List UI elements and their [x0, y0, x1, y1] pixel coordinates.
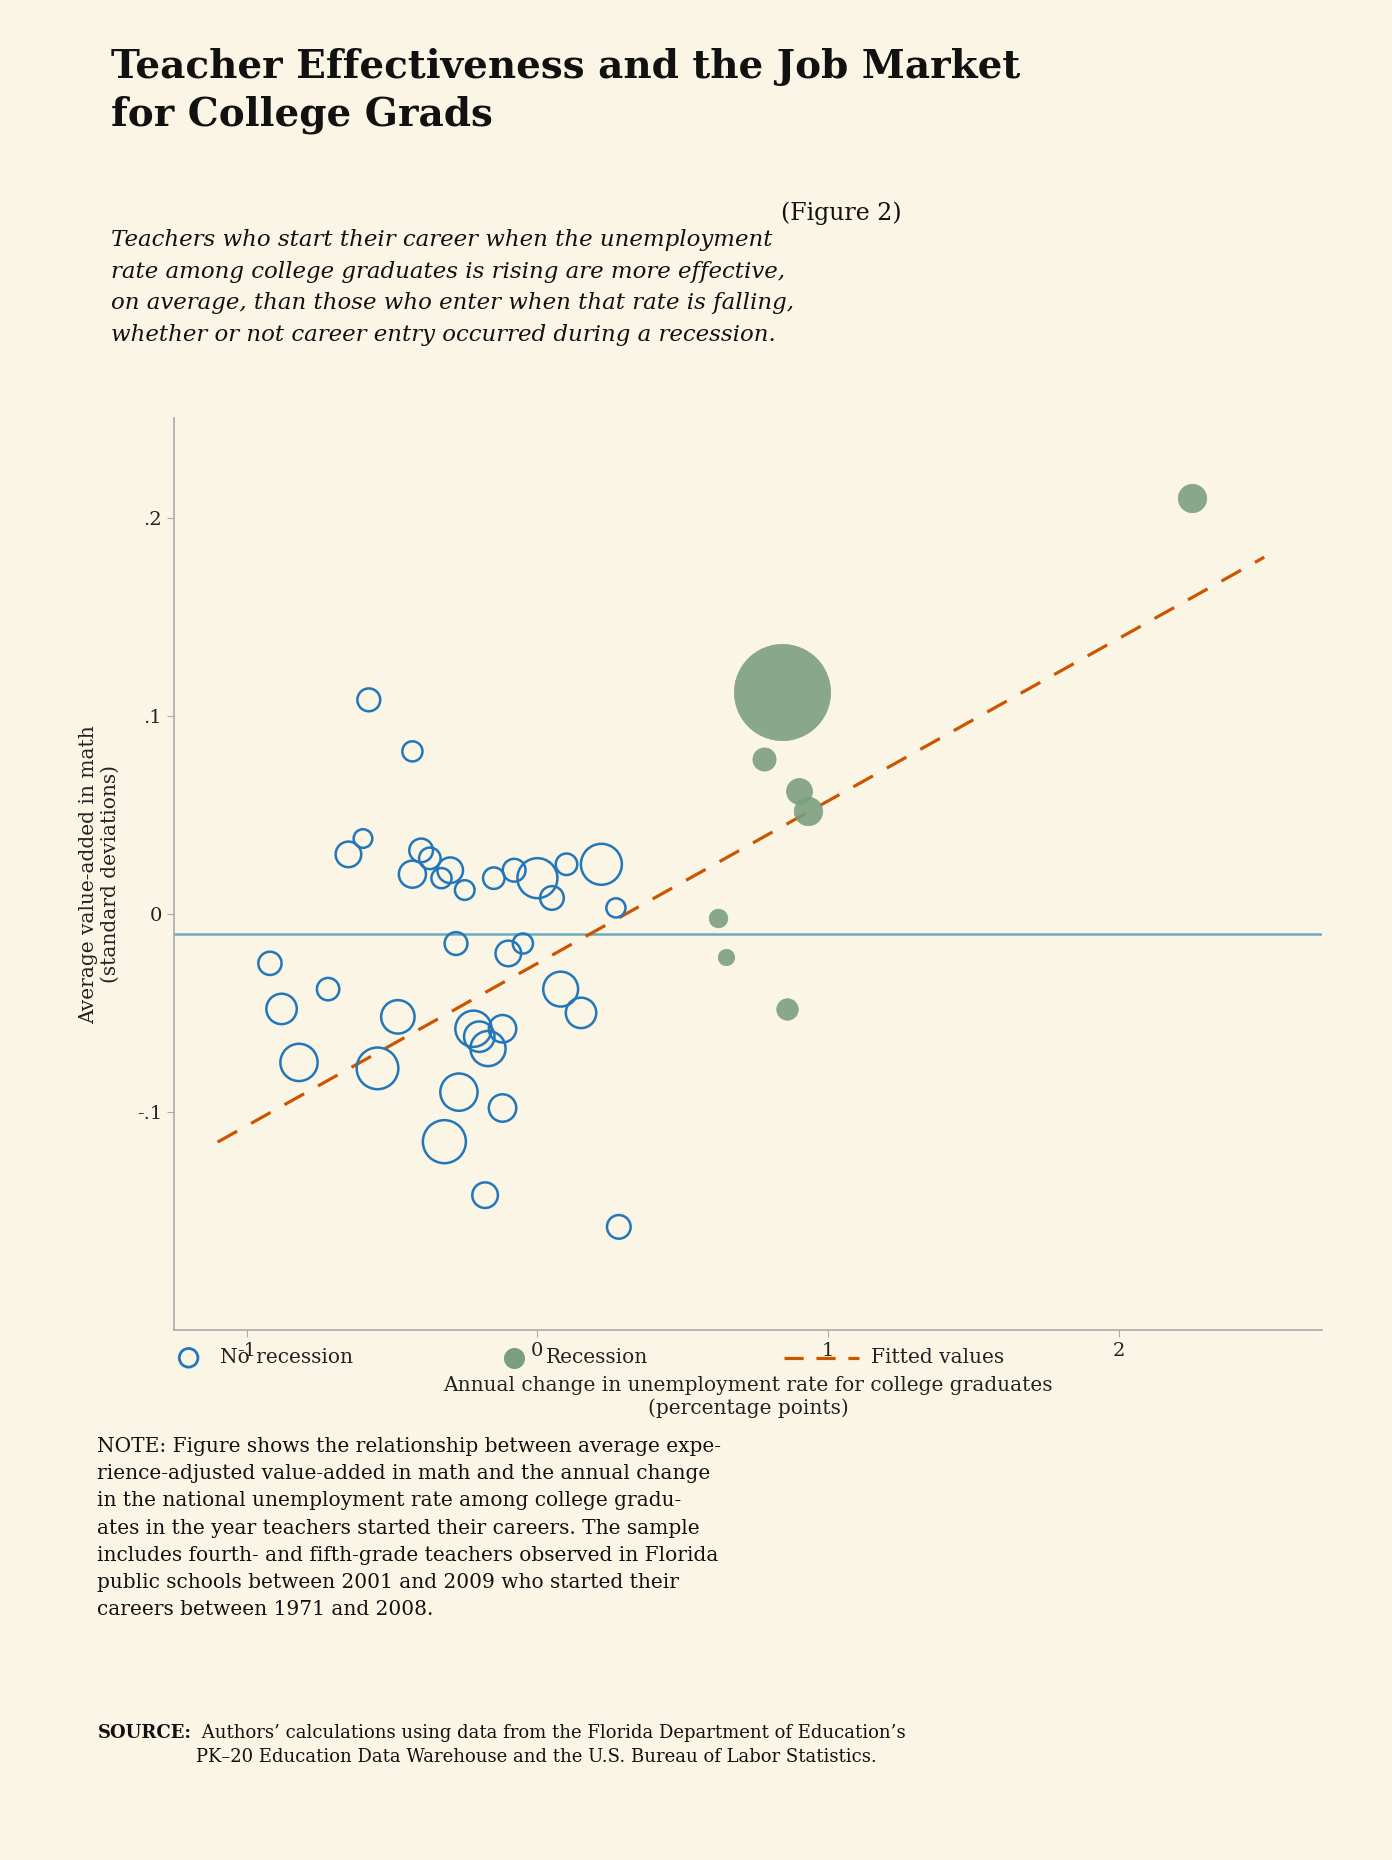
Point: [337, 839, 359, 869]
Text: Teachers who start their career when the unemployment
rate among college graduat: Teachers who start their career when the…: [111, 229, 795, 346]
Point: [430, 863, 452, 893]
Text: Recession: Recession: [546, 1348, 647, 1367]
Point: [445, 928, 468, 958]
Point: [497, 939, 519, 969]
Point: [503, 856, 525, 885]
Point: [707, 902, 729, 932]
Point: [178, 1343, 200, 1373]
Point: [1180, 484, 1203, 513]
Text: No recession: No recession: [220, 1348, 354, 1367]
Point: [555, 850, 578, 880]
Point: [473, 1181, 496, 1211]
Point: [541, 884, 564, 913]
Text: (Figure 2): (Figure 2): [781, 201, 902, 225]
Point: [526, 863, 548, 893]
Point: [491, 1014, 514, 1043]
Point: [448, 1077, 470, 1107]
Point: [590, 850, 612, 880]
Point: [771, 677, 793, 707]
Point: [411, 835, 433, 865]
Point: [401, 737, 423, 766]
Point: [401, 859, 423, 889]
Point: [483, 863, 505, 893]
Point: [433, 1127, 455, 1157]
Text: SOURCE:: SOURCE:: [97, 1724, 192, 1743]
Point: [512, 928, 535, 958]
Point: [352, 824, 374, 854]
Point: [387, 1003, 409, 1032]
Text: NOTE: Figure shows the relationship between average expe-
rience-adjusted value-: NOTE: Figure shows the relationship betw…: [97, 1438, 721, 1620]
Point: [468, 1021, 490, 1051]
Point: [608, 1213, 631, 1242]
Point: [358, 684, 380, 714]
Point: [288, 1047, 310, 1077]
Point: [569, 999, 592, 1029]
Point: [491, 1094, 514, 1123]
Point: [366, 1053, 388, 1083]
Point: [504, 1343, 526, 1373]
Y-axis label: Average value-added in math
(standard deviations): Average value-added in math (standard de…: [79, 725, 120, 1023]
Point: [604, 893, 626, 923]
Point: [788, 776, 810, 805]
Point: [419, 843, 441, 872]
Point: [317, 975, 340, 1004]
Point: [454, 876, 476, 906]
Point: [550, 975, 572, 1004]
Text: Fitted values: Fitted values: [871, 1348, 1005, 1367]
Point: [477, 1034, 500, 1064]
Point: [777, 993, 799, 1023]
Point: [796, 796, 818, 826]
Point: [753, 744, 775, 774]
X-axis label: Annual change in unemployment rate for college graduates
(percentage points): Annual change in unemployment rate for c…: [444, 1376, 1052, 1417]
Point: [462, 1014, 484, 1043]
Point: [270, 993, 292, 1023]
Text: Teacher Effectiveness and the Job Market
for College Grads: Teacher Effectiveness and the Job Market…: [111, 48, 1020, 134]
Point: [715, 943, 738, 973]
Text: Authors’ calculations using data from the Florida Department of Education’s
PK–2: Authors’ calculations using data from th…: [196, 1724, 905, 1765]
Point: [259, 949, 281, 978]
Point: [438, 856, 461, 885]
